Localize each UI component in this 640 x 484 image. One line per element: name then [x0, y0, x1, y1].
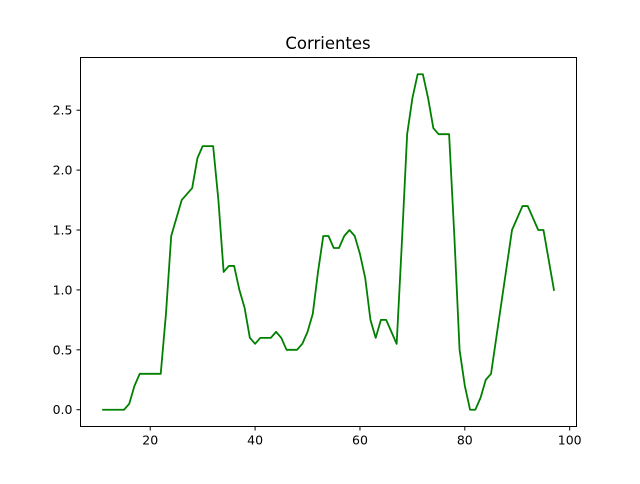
y-tick-label: 1.0: [53, 282, 73, 297]
chart-title: Corrientes: [285, 34, 370, 53]
y-tick-label: 1.5: [53, 223, 73, 238]
x-tick-label: 100: [558, 433, 582, 448]
y-tick-label: 2.0: [53, 163, 73, 178]
y-tick-label: 0.5: [53, 342, 73, 357]
x-tick-label: 40: [247, 433, 263, 448]
series-line: [102, 73, 555, 411]
y-tick-label: 0.0: [53, 402, 73, 417]
x-tick-label: 20: [142, 433, 158, 448]
x-tick-label: 60: [352, 433, 368, 448]
plot-frame: [80, 57, 577, 427]
x-tick-label: 80: [457, 433, 473, 448]
y-tick-label: 2.5: [53, 103, 73, 118]
